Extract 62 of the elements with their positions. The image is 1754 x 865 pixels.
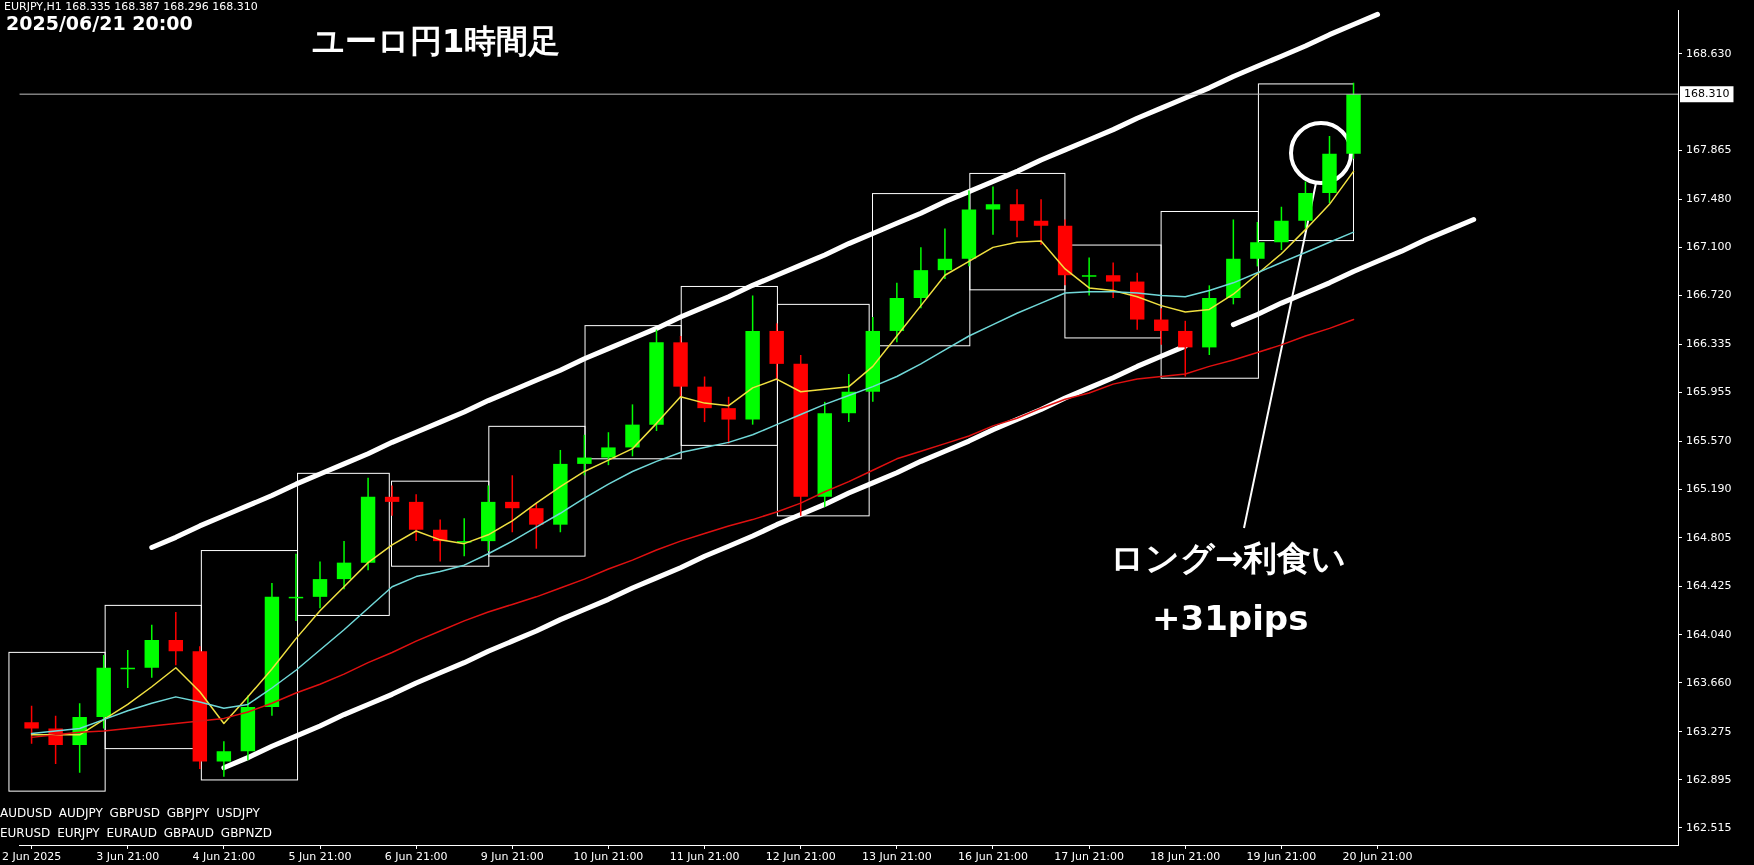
y-tick-label: 167.865 (1686, 143, 1732, 157)
candlestick (1178, 320, 1193, 378)
candlestick (985, 185, 1001, 236)
y-tick-label: 162.515 (1686, 820, 1732, 834)
y-tick-label: 167.480 (1686, 192, 1732, 206)
y-tick-label: 166.335 (1686, 337, 1732, 351)
candlestick (1009, 188, 1025, 238)
y-tick-label: 164.805 (1686, 530, 1732, 544)
x-tick-label: 2 Jun 2025 (1, 850, 62, 864)
x-tick-label: 11 Jun 21:00 (669, 850, 740, 864)
y-tick-label: 162.895 (1686, 772, 1732, 786)
y-tick-label: 163.660 (1686, 675, 1732, 689)
y-tick-label: 167.100 (1686, 240, 1732, 254)
x-tick-label: 6 Jun 21:00 (384, 850, 448, 864)
candlestick (1033, 198, 1049, 246)
x-tick-label: 9 Jun 21:00 (480, 850, 544, 864)
chart-title: ユーロ円1時間足 (312, 21, 561, 62)
candlestick (697, 375, 712, 423)
candlestick (1250, 221, 1265, 268)
candlestick (1154, 307, 1169, 346)
candlestick (312, 560, 328, 609)
candlestick (1105, 261, 1121, 299)
y-tick-label: 165.190 (1686, 482, 1732, 496)
candlestick (336, 540, 352, 590)
y-tick-label: 164.425 (1686, 578, 1732, 592)
y-tick-label: 165.570 (1686, 433, 1732, 447)
annotation: +31pips (1152, 598, 1309, 638)
candlestick (1274, 206, 1289, 251)
y-tick-label: 164.040 (1686, 627, 1732, 641)
x-tick-label: 12 Jun 21:00 (765, 850, 836, 864)
y-tick-label: 165.955 (1686, 385, 1732, 399)
x-tick-label: 19 Jun 21:00 (1246, 850, 1317, 864)
candlestick (937, 227, 953, 280)
candlestick (529, 502, 544, 550)
x-tick-label: 13 Jun 21:00 (861, 850, 932, 864)
annotation: ロング→利食い (1110, 537, 1347, 580)
candlestick (505, 474, 520, 534)
ref-line-label: 168.310 (1684, 87, 1730, 101)
candlestick (625, 403, 640, 458)
x-tick-label: 4 Jun 21:00 (192, 850, 256, 864)
y-tick-label: 163.275 (1686, 724, 1732, 738)
candlestick (577, 434, 592, 477)
x-tick-label: 10 Jun 21:00 (573, 850, 644, 864)
x-tick-label: 18 Jun 21:00 (1150, 850, 1221, 864)
annotation: EURUSD EURJPY EURAUD GBPAUD GBPNZD (0, 826, 273, 840)
x-tick-label: 20 Jun 21:00 (1342, 850, 1413, 864)
x-tick-label: 16 Jun 21:00 (958, 850, 1028, 864)
annotation: AUDUSD AUDJPY GBPUSD GBPJPY USDJPY (0, 806, 260, 820)
candlestick (384, 484, 400, 517)
candlestick (721, 396, 736, 445)
x-tick-label: 5 Jun 21:00 (288, 850, 352, 864)
y-tick-label: 168.630 (1686, 46, 1732, 60)
x-tick-label: 3 Jun 21:00 (96, 850, 160, 864)
candlestick (24, 704, 39, 745)
candlestick (601, 431, 616, 466)
annotation: EURJPY,H1 168.335 168.387 168.296 168.310 (4, 0, 258, 13)
y-tick-label: 166.720 (1686, 288, 1732, 302)
candlestick (216, 740, 232, 778)
candlestick (1081, 256, 1097, 297)
candlestick (168, 611, 184, 666)
x-tick-label: 17 Jun 21:00 (1054, 850, 1125, 864)
chart-subtitle: 2025/06/21 20:00 (6, 12, 193, 34)
